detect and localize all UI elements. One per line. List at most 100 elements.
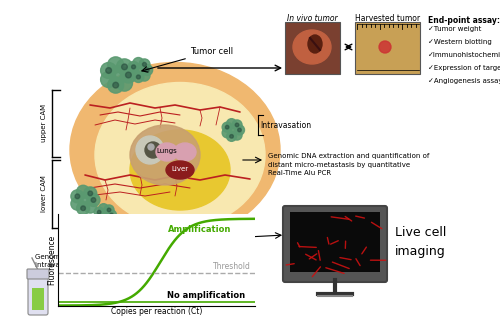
Circle shape	[71, 197, 84, 210]
Circle shape	[128, 68, 139, 79]
FancyBboxPatch shape	[28, 273, 48, 315]
Bar	[355, 22, 420, 74]
Text: End-point assay:: End-point assay:	[428, 16, 500, 25]
Ellipse shape	[70, 62, 280, 237]
Text: Intravasation: Intravasation	[260, 121, 311, 130]
Circle shape	[94, 207, 104, 217]
Circle shape	[109, 66, 127, 84]
Circle shape	[104, 205, 114, 215]
Circle shape	[100, 210, 110, 220]
Text: Threshold: Threshold	[213, 262, 251, 271]
Text: Liver: Liver	[172, 166, 188, 172]
Circle shape	[78, 193, 92, 207]
Circle shape	[133, 71, 144, 83]
Circle shape	[139, 59, 150, 70]
Circle shape	[71, 190, 84, 203]
Circle shape	[116, 59, 132, 75]
FancyBboxPatch shape	[283, 206, 387, 282]
Circle shape	[230, 134, 234, 138]
Circle shape	[126, 72, 132, 78]
Circle shape	[228, 124, 238, 135]
Bar	[290, 212, 380, 272]
Circle shape	[236, 123, 239, 127]
Circle shape	[234, 125, 244, 135]
Circle shape	[76, 202, 90, 215]
Text: Live cell
imaging: Live cell imaging	[395, 227, 446, 258]
Circle shape	[106, 210, 117, 220]
Ellipse shape	[293, 30, 331, 64]
Circle shape	[148, 144, 154, 150]
Circle shape	[98, 204, 108, 214]
Text: Harvested tumor: Harvested tumor	[356, 14, 420, 23]
Circle shape	[226, 119, 236, 129]
Circle shape	[232, 120, 242, 130]
Circle shape	[120, 67, 136, 83]
Text: upper CAM: upper CAM	[41, 104, 47, 142]
Text: Tumor cell: Tumor cell	[190, 47, 233, 57]
Circle shape	[142, 65, 152, 76]
Circle shape	[108, 77, 124, 93]
Circle shape	[106, 68, 112, 73]
Circle shape	[84, 187, 97, 200]
Circle shape	[108, 208, 111, 212]
FancyBboxPatch shape	[27, 269, 49, 279]
Ellipse shape	[174, 143, 196, 161]
Circle shape	[104, 215, 114, 225]
Circle shape	[98, 216, 108, 226]
X-axis label: Copies per reaction (Ct): Copies per reaction (Ct)	[110, 307, 202, 316]
Circle shape	[142, 62, 146, 66]
Ellipse shape	[130, 130, 230, 210]
Circle shape	[132, 65, 136, 69]
Circle shape	[133, 58, 144, 68]
Circle shape	[91, 198, 96, 202]
Ellipse shape	[166, 161, 194, 179]
Circle shape	[379, 41, 391, 53]
Circle shape	[134, 64, 146, 76]
Circle shape	[76, 185, 90, 198]
Ellipse shape	[130, 125, 200, 185]
Text: Metastasis: Metastasis	[134, 236, 175, 244]
Circle shape	[87, 194, 100, 206]
Circle shape	[145, 68, 149, 72]
Y-axis label: Fluorescence: Fluorescence	[47, 235, 56, 285]
Circle shape	[238, 128, 242, 132]
Ellipse shape	[156, 143, 178, 161]
Circle shape	[222, 128, 232, 138]
Circle shape	[136, 75, 140, 79]
Circle shape	[113, 82, 118, 88]
Circle shape	[145, 142, 161, 158]
Text: ✓Tumor weight: ✓Tumor weight	[428, 26, 482, 32]
Circle shape	[84, 200, 97, 213]
Text: lower CAM: lower CAM	[41, 176, 47, 212]
Circle shape	[100, 71, 116, 87]
Circle shape	[88, 191, 92, 196]
Text: Genomic DNA extraction and quantification of
intravasated human cells by quantit: Genomic DNA extraction and quantificatio…	[35, 254, 208, 268]
Text: No amplification: No amplification	[166, 291, 244, 300]
Circle shape	[122, 64, 128, 70]
Circle shape	[139, 70, 150, 81]
Circle shape	[94, 213, 104, 223]
Circle shape	[226, 131, 236, 141]
Circle shape	[102, 220, 106, 223]
Text: In vivo tumor: In vivo tumor	[286, 14, 338, 23]
Text: Amplification: Amplification	[168, 225, 232, 234]
Circle shape	[226, 125, 229, 129]
Circle shape	[81, 206, 86, 211]
Ellipse shape	[95, 83, 265, 228]
Circle shape	[110, 213, 114, 217]
Text: ✓Immunohistochemistry: ✓Immunohistochemistry	[428, 52, 500, 58]
Circle shape	[136, 136, 164, 164]
Text: ✓Expression of target genes: ✓Expression of target genes	[428, 65, 500, 71]
Circle shape	[108, 57, 124, 73]
Text: Genomic DNA extraction and quantification of
distant micro-metastasis by quantit: Genomic DNA extraction and quantificatio…	[268, 153, 430, 176]
Text: ✓Western blotting: ✓Western blotting	[428, 39, 492, 45]
Circle shape	[128, 61, 139, 72]
Circle shape	[100, 62, 116, 78]
Circle shape	[222, 122, 232, 132]
Circle shape	[75, 194, 80, 199]
Circle shape	[116, 75, 132, 91]
Text: Lungs: Lungs	[156, 148, 178, 154]
Text: ✓Angiogenesis assay: ✓Angiogenesis assay	[428, 78, 500, 84]
Bar	[32, 288, 44, 310]
Circle shape	[232, 130, 242, 140]
